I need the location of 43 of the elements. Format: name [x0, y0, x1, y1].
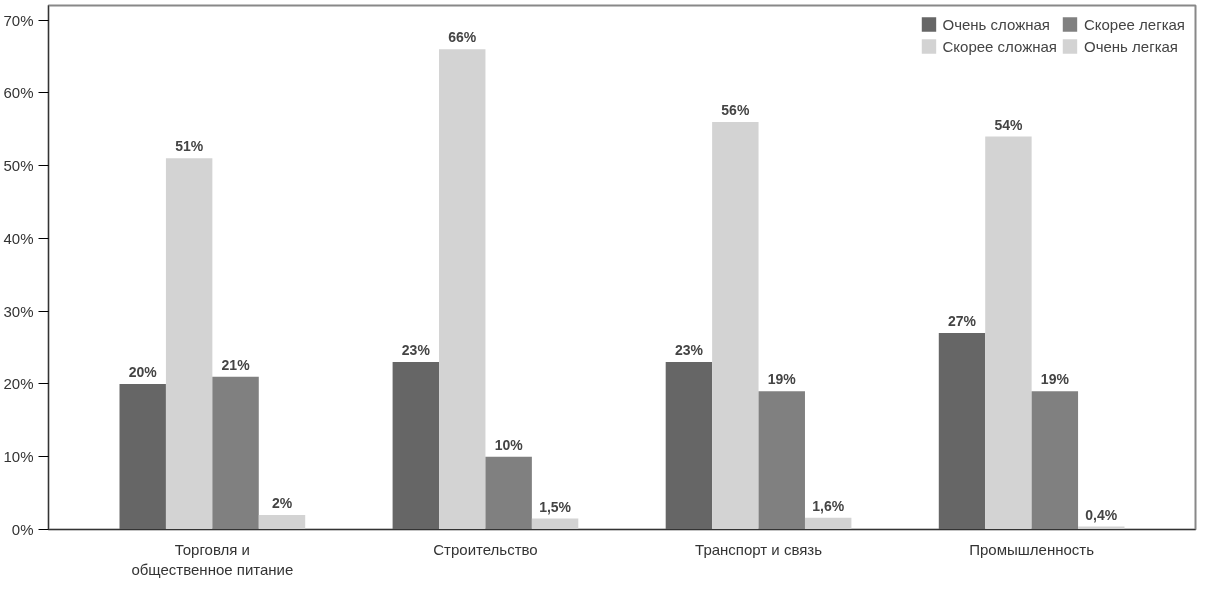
- legend-label: Скорее легкая: [1083, 15, 1185, 33]
- y-tick-label: 70%: [3, 11, 34, 29]
- bar: [985, 136, 1032, 530]
- y-tick-label: 50%: [3, 157, 34, 175]
- y-tick-label: 30%: [3, 302, 34, 320]
- bar: [392, 362, 440, 530]
- bar: [938, 333, 986, 530]
- bar: [439, 49, 486, 530]
- y-tick-label: 10%: [3, 448, 34, 466]
- y-tick-label: 20%: [3, 375, 34, 393]
- legend-label: Очень легкая: [1083, 37, 1178, 55]
- bar: [258, 514, 306, 530]
- data-label: 1,6%: [812, 497, 845, 514]
- data-label: 23%: [674, 342, 704, 359]
- data-label: 23%: [401, 342, 431, 359]
- bar: [804, 517, 852, 530]
- data-label: 66%: [448, 29, 477, 46]
- y-tick-label: 60%: [3, 84, 34, 102]
- data-label: 51%: [175, 138, 204, 155]
- data-label: 54%: [994, 116, 1023, 133]
- data-label: 1,5%: [539, 498, 572, 515]
- data-label: 19%: [1040, 371, 1070, 388]
- bar: [712, 121, 759, 530]
- data-label: 21%: [221, 356, 251, 373]
- legend-label: Скорее сложная: [942, 37, 1057, 55]
- bar: [665, 362, 713, 530]
- x-tick-label: Строительство: [433, 540, 538, 558]
- bar: [165, 158, 213, 530]
- data-label: 0,4%: [1085, 506, 1118, 523]
- data-label: 10%: [494, 436, 524, 453]
- data-label: 2%: [271, 494, 293, 511]
- x-tick-label: Торговля и общественное питание: [131, 540, 294, 578]
- data-label: 20%: [128, 363, 158, 380]
- bar: [119, 383, 166, 530]
- x-tick-label: Транспорт и связь: [695, 540, 823, 558]
- x-tick-label: Промышленность: [969, 540, 1095, 558]
- legend-label: Очень сложная: [942, 15, 1050, 33]
- y-tick-label: 0%: [11, 521, 34, 538]
- data-label: 27%: [947, 313, 977, 329]
- data-label: 56%: [721, 101, 750, 118]
- data-label: 19%: [767, 371, 797, 388]
- y-tick-label: 40%: [3, 229, 34, 247]
- bar: [531, 518, 579, 530]
